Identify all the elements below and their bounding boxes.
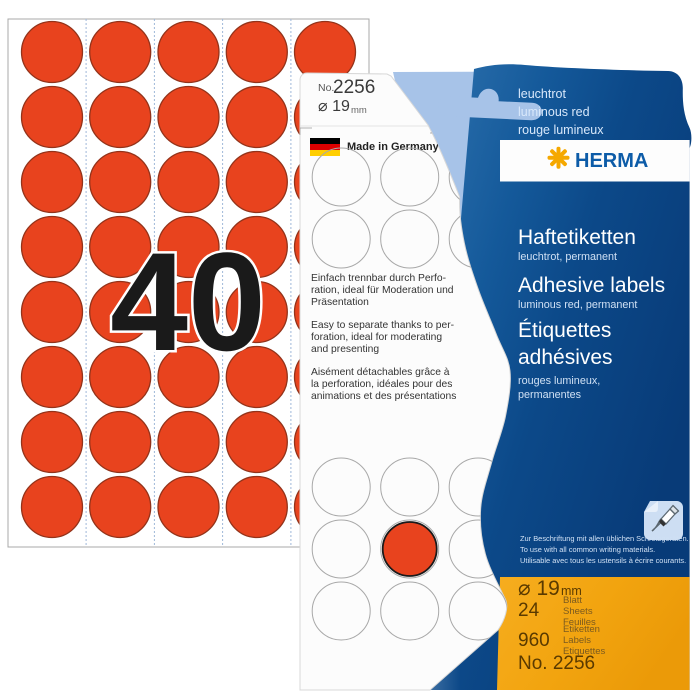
svg-text:Made in Germany: Made in Germany: [347, 141, 440, 153]
svg-text:Präsentation: Präsentation: [311, 297, 369, 308]
svg-text:mm: mm: [351, 105, 367, 116]
svg-text:foration, ideal for moderating: foration, ideal for moderating: [311, 332, 442, 343]
svg-text:ration, ideal für Moderation u: ration, ideal für Moderation und: [311, 285, 454, 296]
svg-text:No.: No.: [318, 82, 334, 94]
svg-text:2256: 2256: [333, 77, 375, 98]
svg-text:⌀ 19: ⌀ 19: [318, 98, 350, 115]
svg-text:Aisément détachables grâce à: Aisément détachables grâce à: [311, 367, 450, 378]
svg-text:la perforation, idéales pour d: la perforation, idéales pour des: [311, 379, 452, 390]
svg-text:Easy to separate thanks to per: Easy to separate thanks to per-: [311, 320, 454, 331]
svg-text:and presenting: and presenting: [311, 344, 379, 355]
svg-text:Einfach trennbar durch Perfo-: Einfach trennbar durch Perfo-: [311, 273, 446, 284]
svg-text:animations et des présentation: animations et des présentations: [311, 391, 456, 402]
